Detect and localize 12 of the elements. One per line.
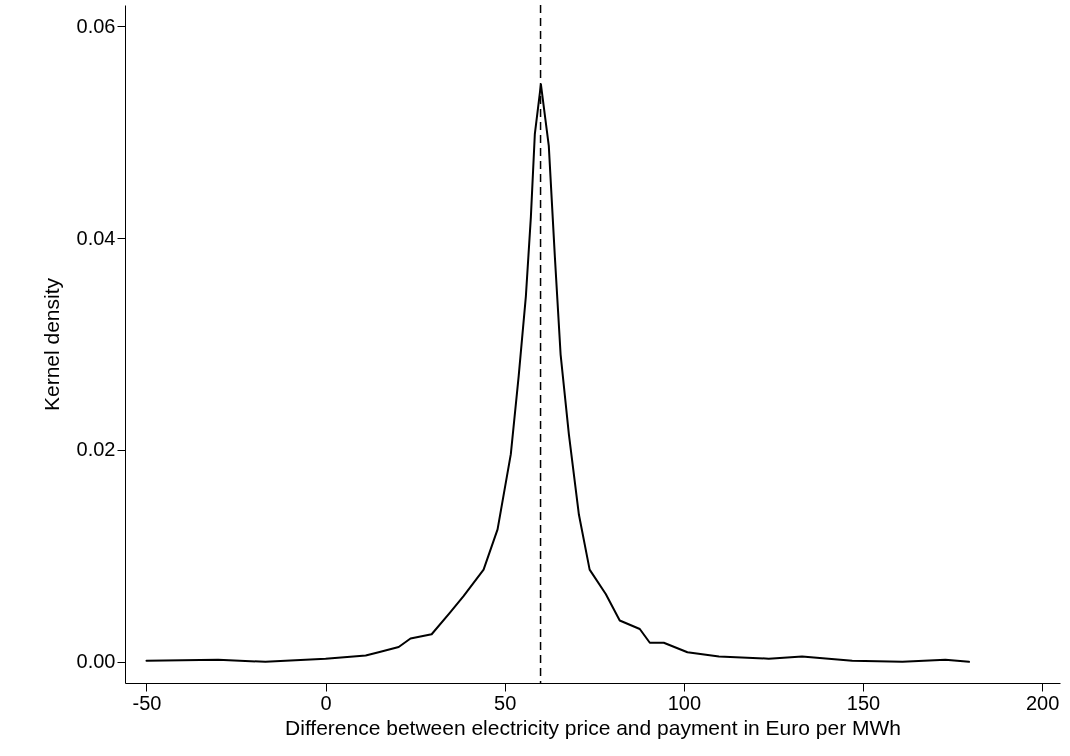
x-tick-label: 0 (320, 691, 332, 714)
x-axis-title: Difference between electricity price and payment in Euro per MWh (285, 715, 901, 739)
y-tick-label: 0.00 (76, 650, 116, 673)
y-tick-label: 0.04 (76, 226, 116, 249)
x-tick-label: 100 (667, 691, 702, 714)
x-tick-label: -50 (132, 691, 162, 714)
y-tick-label: 0.02 (76, 438, 116, 461)
x-tick-label: 50 (494, 691, 517, 714)
x-tick-label: 150 (846, 691, 881, 714)
x-tick-label: 200 (1025, 691, 1060, 714)
y-axis-title: Kernel density (39, 277, 63, 412)
y-tick-label: 0.06 (76, 14, 116, 37)
